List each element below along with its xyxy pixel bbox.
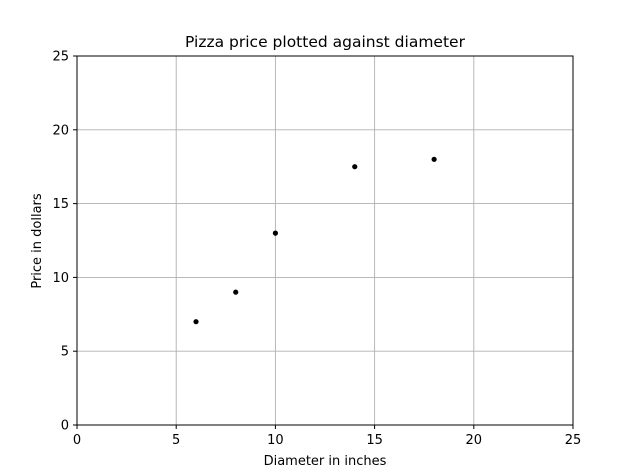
- y-tick-label: 15: [52, 197, 69, 212]
- y-axis-label: Price in dollars: [30, 193, 45, 289]
- data-point: [272, 230, 278, 236]
- x-tick-label: 0: [73, 433, 81, 448]
- y-tick-label: 0: [61, 419, 69, 434]
- chart-title: Pizza price plotted against diameter: [185, 33, 466, 51]
- x-axis-label: Diameter in inches: [264, 454, 387, 469]
- y-tick-label: 5: [61, 345, 69, 360]
- data-points: [193, 156, 437, 325]
- x-tick-label: 5: [172, 433, 180, 448]
- grid-lines: [76, 55, 574, 426]
- x-tick-label: 25: [565, 433, 582, 448]
- data-point: [193, 319, 199, 325]
- data-point: [431, 156, 437, 162]
- x-tick-label: 20: [466, 433, 483, 448]
- x-tick-label: 10: [267, 433, 284, 448]
- x-tick-label: 15: [366, 433, 383, 448]
- y-tick-label: 25: [52, 50, 69, 65]
- data-point: [352, 164, 358, 170]
- data-point: [233, 289, 239, 295]
- y-tick-label: 10: [52, 271, 69, 286]
- plot-area-frame: [76, 55, 574, 426]
- y-tick-label: 20: [52, 123, 69, 138]
- axis-ticks: 0 5 10 15 20 25 0 5 10 15 20 25: [52, 50, 581, 449]
